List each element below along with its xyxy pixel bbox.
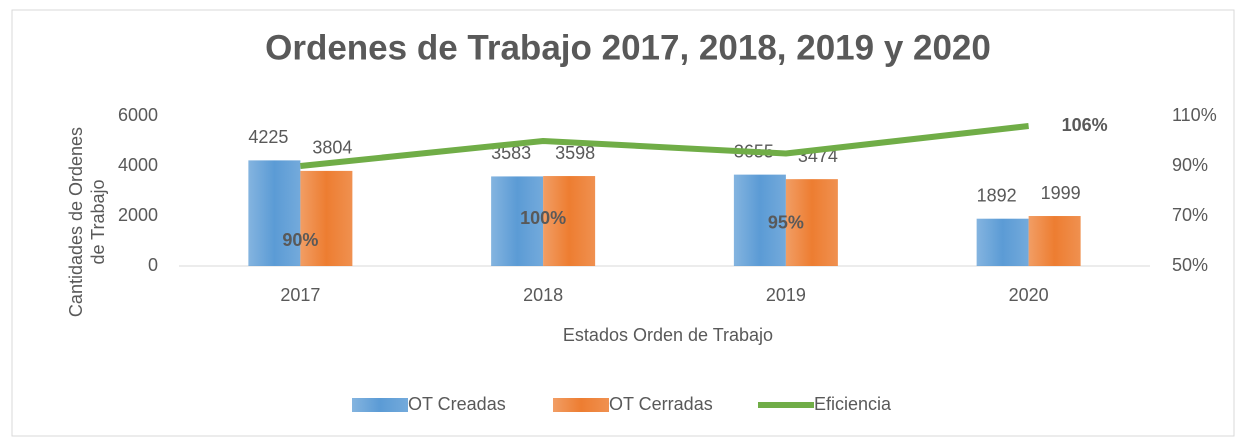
bar: [785, 179, 838, 266]
x-tick-label: 2018: [523, 285, 563, 305]
y-tick-label: 4000: [118, 155, 158, 175]
y-axis-label: Cantidades de Ordenes de Trabajo: [66, 126, 108, 318]
chart-title: Ordenes de Trabajo 2017, 2018, 2019 y 20…: [265, 28, 991, 67]
y-tick-label: 2000: [118, 205, 158, 225]
data-label: 3804: [312, 138, 352, 158]
x-tick-label: 2020: [1009, 285, 1049, 305]
legend-swatch: [553, 398, 609, 412]
data-label: 100%: [520, 208, 566, 228]
y-tick-label: 6000: [118, 105, 158, 125]
bar: [491, 176, 544, 266]
data-label: 3598: [555, 143, 595, 163]
data-label: 95%: [768, 212, 804, 232]
data-label: 1892: [977, 185, 1017, 205]
legend-label: OT Cerradas: [609, 394, 713, 414]
x-axis-label: Estados Orden de Trabajo: [563, 325, 773, 345]
bar: [248, 160, 301, 266]
x-tick-label: 2019: [766, 285, 806, 305]
bar: [300, 170, 353, 266]
legend-swatch: [352, 398, 408, 412]
y2-tick-label: 110%: [1172, 105, 1217, 125]
data-label: 106%: [1062, 115, 1108, 135]
bar: [543, 176, 596, 266]
y2-tick-label: 50%: [1172, 255, 1208, 275]
y2-tick-label: 90%: [1172, 155, 1208, 175]
x-tick-label: 2017: [280, 285, 320, 305]
bar: [1028, 216, 1081, 266]
y-tick-label: 0: [148, 255, 158, 275]
data-label: 1999: [1041, 183, 1081, 203]
legend-label: OT Creadas: [408, 394, 506, 414]
legend-label: Eficiencia: [814, 394, 892, 414]
data-label: 4225: [248, 127, 288, 147]
bar: [733, 174, 786, 266]
line: [300, 123, 1029, 169]
data-label: 90%: [282, 230, 318, 250]
bar: [976, 218, 1029, 266]
y2-tick-label: 70%: [1172, 205, 1208, 225]
